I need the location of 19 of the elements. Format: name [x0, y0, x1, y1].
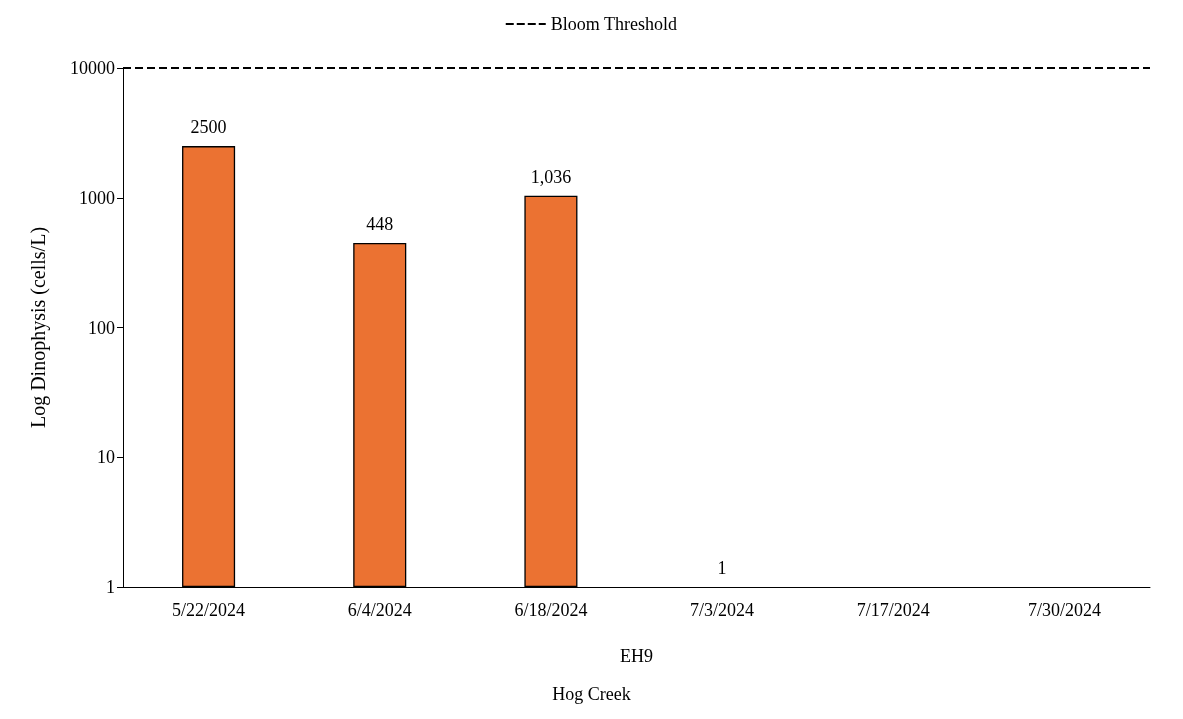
x-tick-label: 7/17/2024 — [856, 600, 930, 620]
data-label: 448 — [366, 214, 394, 234]
y-tick-label: 1 — [106, 577, 115, 597]
data-label: 1,036 — [530, 166, 572, 187]
data-label: 1 — [717, 558, 727, 578]
legend-label: Bloom Threshold — [550, 14, 677, 34]
x-axis-title: EH9 — [620, 646, 653, 666]
x-tick-label: 6/4/2024 — [347, 600, 412, 620]
y-tick-label: 10 — [97, 447, 115, 468]
x-tick-label: 5/22/2024 — [172, 600, 246, 620]
x-tick-label: 7/3/2024 — [690, 600, 755, 620]
data-label: 2500 — [190, 117, 227, 138]
x-tick-label: 6/18/2024 — [514, 600, 588, 620]
x-tick-label: 7/30/2024 — [1027, 600, 1101, 620]
text: Hog Creek — [552, 684, 631, 704]
y-axis-title: Log Dinophysis (cells/L) — [27, 226, 50, 429]
y-tick-label: 10000 — [70, 58, 115, 78]
y-tick-label: 100 — [88, 317, 115, 338]
y-tick-label: 1000 — [79, 187, 115, 208]
